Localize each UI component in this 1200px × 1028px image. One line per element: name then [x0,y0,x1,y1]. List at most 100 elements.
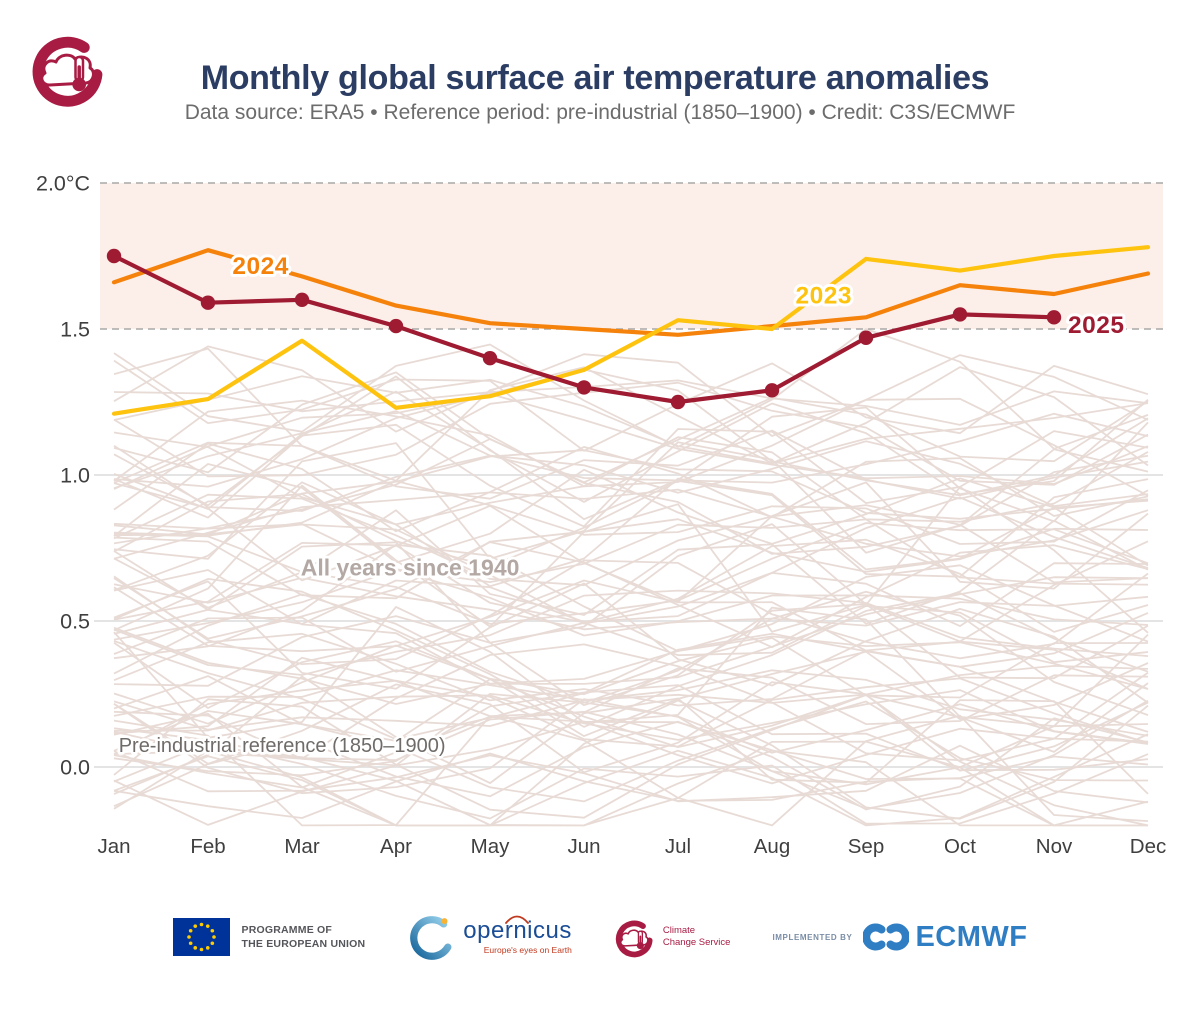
warming-band-1p5-2p0 [100,183,1163,329]
background-year-line [113,749,1148,827]
background-year-line [113,603,1149,707]
x-tick-label-May: May [471,835,510,858]
copernicus-label: opernicus Europe's eyes on Earth [463,915,572,955]
series-2023-line [111,245,1151,416]
background-year-line [113,569,1149,685]
y-tick-label-0: 0.0 [60,756,90,780]
background-year-line [113,742,1149,825]
implemented-by-label: IMPLEMENTED BY [772,932,853,942]
eu-programme-label: PROGRAMME OF THE EUROPEAN UNION [242,923,366,951]
x-tick-label-Aug: Aug [754,835,790,858]
background-year-line [113,694,1149,827]
background-year-line [113,375,1149,465]
series-label-2024: 2024 [232,253,289,280]
series-2025-marker-Apr [388,318,404,334]
background-year-line [113,578,1149,728]
background-year-line [113,393,1149,490]
eu-flag-star [199,922,203,927]
series-2025-marker-Jul [670,394,686,410]
y-tick-label-2: 2.0°C [36,172,90,196]
x-tick-label-Sep: Sep [848,835,884,858]
background-year-line [113,590,1149,716]
background-year-line [113,677,1149,756]
background-year-line [113,559,1149,665]
background-year-line [113,368,1149,497]
annotation-all-years: All years since 1940 [301,554,520,580]
background-year-line [113,684,1149,777]
background-year-line [113,390,1149,523]
eu-programme-line1: PROGRAMME OF [241,923,332,936]
series-label-2023: 2023 [795,282,852,309]
background-year-line [113,698,1149,810]
background-year-line [113,689,1149,744]
background-year-line [113,715,1149,789]
background-year-line [113,381,1149,486]
background-year-line [113,522,1149,625]
background-year-line [113,523,1149,644]
x-tick-label-Jan: Jan [97,835,130,858]
eu-flag-star [192,924,197,928]
page-subtitle: Data source: ERA5 • Reference period: pr… [184,101,1016,124]
background-year-line [113,541,1149,649]
background-year-line [113,717,1149,811]
background-year-line [113,478,1149,578]
eu-flag-star [188,941,192,946]
series-2025-marker-Oct [952,307,968,322]
background-year-line [113,744,1149,804]
background-year-line [113,493,1149,587]
y-tick-label-1: 1.0 [60,464,90,488]
copernicus-block: opernicus Europe's eyes on Earth [407,912,572,962]
footer-logos: PROGRAMME OF THE EUROPEAN UNION opernicu… [0,912,1200,962]
eu-flag-icon [172,918,230,956]
background-year-line [113,632,1149,707]
series-2024-line [111,248,1151,337]
annotation-preindustrial: Pre-industrial reference (1850–1900) [119,735,446,757]
background-year-line [113,632,1149,741]
background-year-line [113,700,1149,803]
eu-programme-line2: THE EUROPEAN UNION [241,938,366,950]
x-tick-label-Jun: Jun [567,835,600,858]
background-year-line [113,359,1149,452]
ecmwf-wordmark: ECMWF [915,920,1028,953]
background-year-line [113,543,1149,660]
background-year-line [113,580,1149,704]
background-year-line [113,637,1149,709]
ecmwf-logo-icon [863,923,910,951]
background-year-line [113,589,1149,676]
eu-programme-block: PROGRAMME OF THE EUROPEAN UNION [172,918,366,956]
c3s-label-line2: Change Service [662,937,731,948]
eu-flag-star [199,947,203,952]
background-year-line [113,496,1149,625]
c3s-logo-small-icon [614,917,656,958]
y-tick-label-0.5: 0.5 [60,610,90,634]
copernicus-wordmark: opernicus [463,917,572,944]
eu-flag-star [205,924,210,928]
x-tick-label-Jul: Jul [665,835,691,858]
background-year-line [113,463,1149,567]
background-year-line [113,371,1149,484]
x-tick-label-Nov: Nov [1036,835,1073,858]
eu-flag-star [210,941,214,946]
background-year-line [113,626,1149,705]
eu-flag-star [188,928,192,933]
background-year-line [113,714,1149,827]
temperature-anomalies-chart: 2.0°C 1.5 1.0 0.5 0.0 Jan Feb Mar Apr May Jun Jul Au… [36,172,1166,859]
series-2025-marker-Mar [294,292,310,307]
series-2025-marker-Nov [1046,310,1062,325]
background-year-line [113,328,1149,450]
series-2025-marker-Jan [106,248,122,264]
x-tick-label-Dec: Dec [1130,835,1166,858]
series-2025-marker-Sep [858,330,874,345]
background-year-line [113,410,1149,490]
copernicus-logo-icon [410,916,452,960]
c3s-service-label: Climate Change Service [663,925,731,950]
background-year-line [113,488,1149,560]
copernicus-orbit-icon [505,915,530,924]
background-year-line [113,681,1149,774]
background-year-line [113,441,1149,560]
background-year-line [113,550,1149,627]
c3s-label-line1: Climate [662,924,696,936]
eu-flag-star [211,935,216,939]
c3s-block: Climate Change Service [614,917,731,958]
